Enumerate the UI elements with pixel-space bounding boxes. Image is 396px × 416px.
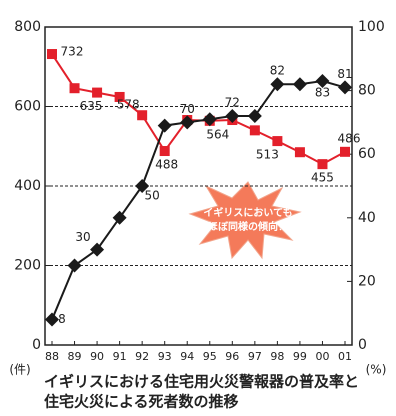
marker (47, 49, 57, 60)
marker (272, 136, 283, 147)
data-label: 732 (61, 45, 84, 59)
marker (180, 115, 195, 130)
marker (112, 210, 127, 225)
marker (247, 109, 262, 124)
marker (137, 110, 148, 121)
starburst (188, 181, 302, 260)
data-label: 8 (58, 312, 66, 326)
marker (317, 159, 328, 170)
data-label: 72 (225, 96, 240, 110)
data-label: 564 (206, 127, 229, 141)
x-tick-label: 88 (45, 350, 59, 363)
x-tick-label: 92 (135, 350, 149, 363)
marker (114, 91, 125, 102)
data-label: 635 (80, 99, 103, 113)
x-tick-label: 91 (113, 350, 127, 363)
data-label: 82 (270, 64, 285, 78)
x-tick-label: 99 (293, 350, 307, 363)
annotation: イギリスにおいても (203, 206, 292, 219)
marker (202, 112, 217, 127)
marker (45, 312, 59, 327)
y2-tick-label: 60 (358, 146, 376, 162)
marker (292, 77, 307, 92)
x-tick-label: 96 (225, 350, 239, 363)
x-tick-label: 00 (315, 350, 329, 363)
annotation: ほぼ同様の傾向！ (208, 220, 288, 233)
caption: 住宅火災による死者数の推移 (44, 393, 239, 411)
data-label: 578 (117, 98, 140, 112)
marker (294, 147, 305, 158)
x-tick-label: 93 (158, 350, 172, 363)
data-label: 455 (311, 171, 334, 185)
marker (225, 109, 240, 124)
marker (249, 125, 260, 136)
x-tick-label: 01 (338, 350, 352, 363)
data-label: 70 (180, 102, 195, 116)
caption: イギリスにおける住宅用火災警報器の普及率と (44, 373, 359, 391)
marker (90, 242, 105, 257)
y2-tick-label: 20 (358, 273, 376, 289)
marker (135, 179, 150, 193)
y-tick-label: 400 (14, 178, 41, 194)
x-tick-label: 89 (68, 350, 82, 363)
x-tick-label: 95 (203, 350, 217, 363)
y-tick-label: 800 (14, 19, 41, 35)
x-tick-label: 90 (90, 350, 104, 363)
marker (270, 77, 285, 92)
y2-tick-label: 80 (358, 83, 376, 99)
data-label: 513 (256, 148, 279, 162)
marker (69, 83, 80, 94)
data-label: 50 (145, 189, 160, 203)
data-label: 486 (338, 131, 361, 145)
series-line (51, 80, 346, 320)
data-label: 81 (337, 67, 352, 81)
y-axis-unit: (件) (9, 363, 30, 377)
y-tick-label: 200 (14, 258, 41, 274)
y2-tick-label: 0 (358, 337, 367, 353)
y2-tick-label: 40 (358, 210, 376, 226)
data-label: 488 (155, 158, 178, 172)
data-label: 83 (315, 86, 330, 100)
y-tick-label: 0 (32, 337, 41, 353)
y2-axis-unit: (%) (366, 363, 387, 377)
marker (338, 80, 352, 95)
marker (315, 74, 330, 89)
marker (340, 146, 350, 157)
y2-tick-label: 100 (358, 19, 385, 35)
x-tick-label: 98 (270, 350, 284, 363)
x-tick-label: 94 (180, 350, 194, 363)
y-tick-label: 600 (14, 99, 41, 115)
marker (67, 258, 82, 273)
marker (157, 118, 172, 133)
plot-frame (44, 26, 353, 346)
marker (159, 146, 170, 157)
marker (92, 87, 103, 98)
x-tick-label: 97 (248, 350, 262, 363)
data-label: 30 (75, 230, 90, 244)
